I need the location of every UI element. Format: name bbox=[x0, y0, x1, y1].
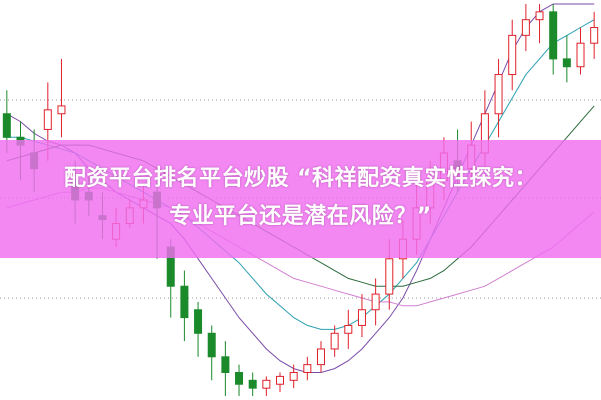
candle-body bbox=[357, 309, 366, 326]
candle-body bbox=[385, 258, 394, 295]
candle-up bbox=[344, 309, 353, 349]
candle-body bbox=[2, 113, 11, 138]
candle-up bbox=[508, 19, 517, 91]
candle-body bbox=[207, 332, 216, 358]
candle-body bbox=[508, 34, 517, 76]
candle-body bbox=[330, 332, 339, 350]
candle-body bbox=[303, 364, 312, 373]
candle-body bbox=[57, 105, 66, 115]
article-title: 配资平台排名平台炒股 “科祥配资真实性探究： 专业平台还是潜在风险？” bbox=[0, 160, 601, 236]
candle-body bbox=[221, 356, 230, 373]
candle-down bbox=[562, 35, 571, 83]
candle-down bbox=[235, 364, 244, 396]
candle-down bbox=[207, 325, 216, 381]
candle-up bbox=[330, 325, 339, 357]
candle-up bbox=[371, 278, 380, 326]
candle-body bbox=[316, 348, 325, 366]
candle-body bbox=[576, 42, 585, 68]
candle-down bbox=[248, 372, 257, 396]
candle-body bbox=[276, 375, 285, 385]
candle-up bbox=[590, 11, 599, 59]
candle-up bbox=[276, 372, 285, 393]
candle-body bbox=[344, 324, 353, 334]
candle-body bbox=[194, 309, 203, 334]
candle-body bbox=[235, 371, 244, 385]
candle-body bbox=[549, 11, 558, 60]
candle-body bbox=[562, 58, 571, 68]
candle-up bbox=[535, 4, 544, 44]
candle-body bbox=[262, 379, 271, 389]
candle-up bbox=[289, 364, 298, 389]
candle-up bbox=[357, 294, 366, 338]
candle-body bbox=[289, 371, 298, 381]
candle-body bbox=[371, 293, 380, 311]
candle-body bbox=[535, 11, 544, 21]
candle-down bbox=[194, 301, 203, 357]
candle-up bbox=[316, 341, 325, 373]
title-banner bbox=[0, 140, 601, 258]
candle-body bbox=[43, 109, 52, 130]
candle-up bbox=[303, 356, 312, 381]
candle-up bbox=[262, 376, 271, 396]
candle-body bbox=[494, 74, 503, 115]
candle-up bbox=[576, 27, 585, 75]
candle-body bbox=[590, 27, 599, 44]
candle-up bbox=[521, 4, 530, 52]
candle-body bbox=[521, 19, 530, 36]
candle-down bbox=[549, 4, 558, 75]
title-line-1: 配资平台排名平台炒股 “科祥配资真实性探究： bbox=[63, 166, 538, 191]
candle-body bbox=[248, 379, 257, 389]
candle-up bbox=[494, 58, 503, 138]
candle-up bbox=[57, 58, 66, 138]
candle-body bbox=[180, 285, 189, 319]
title-line-2: 专业平台还是潜在风险？” bbox=[169, 204, 432, 229]
candle-down bbox=[180, 270, 189, 342]
candle-down bbox=[221, 341, 230, 396]
